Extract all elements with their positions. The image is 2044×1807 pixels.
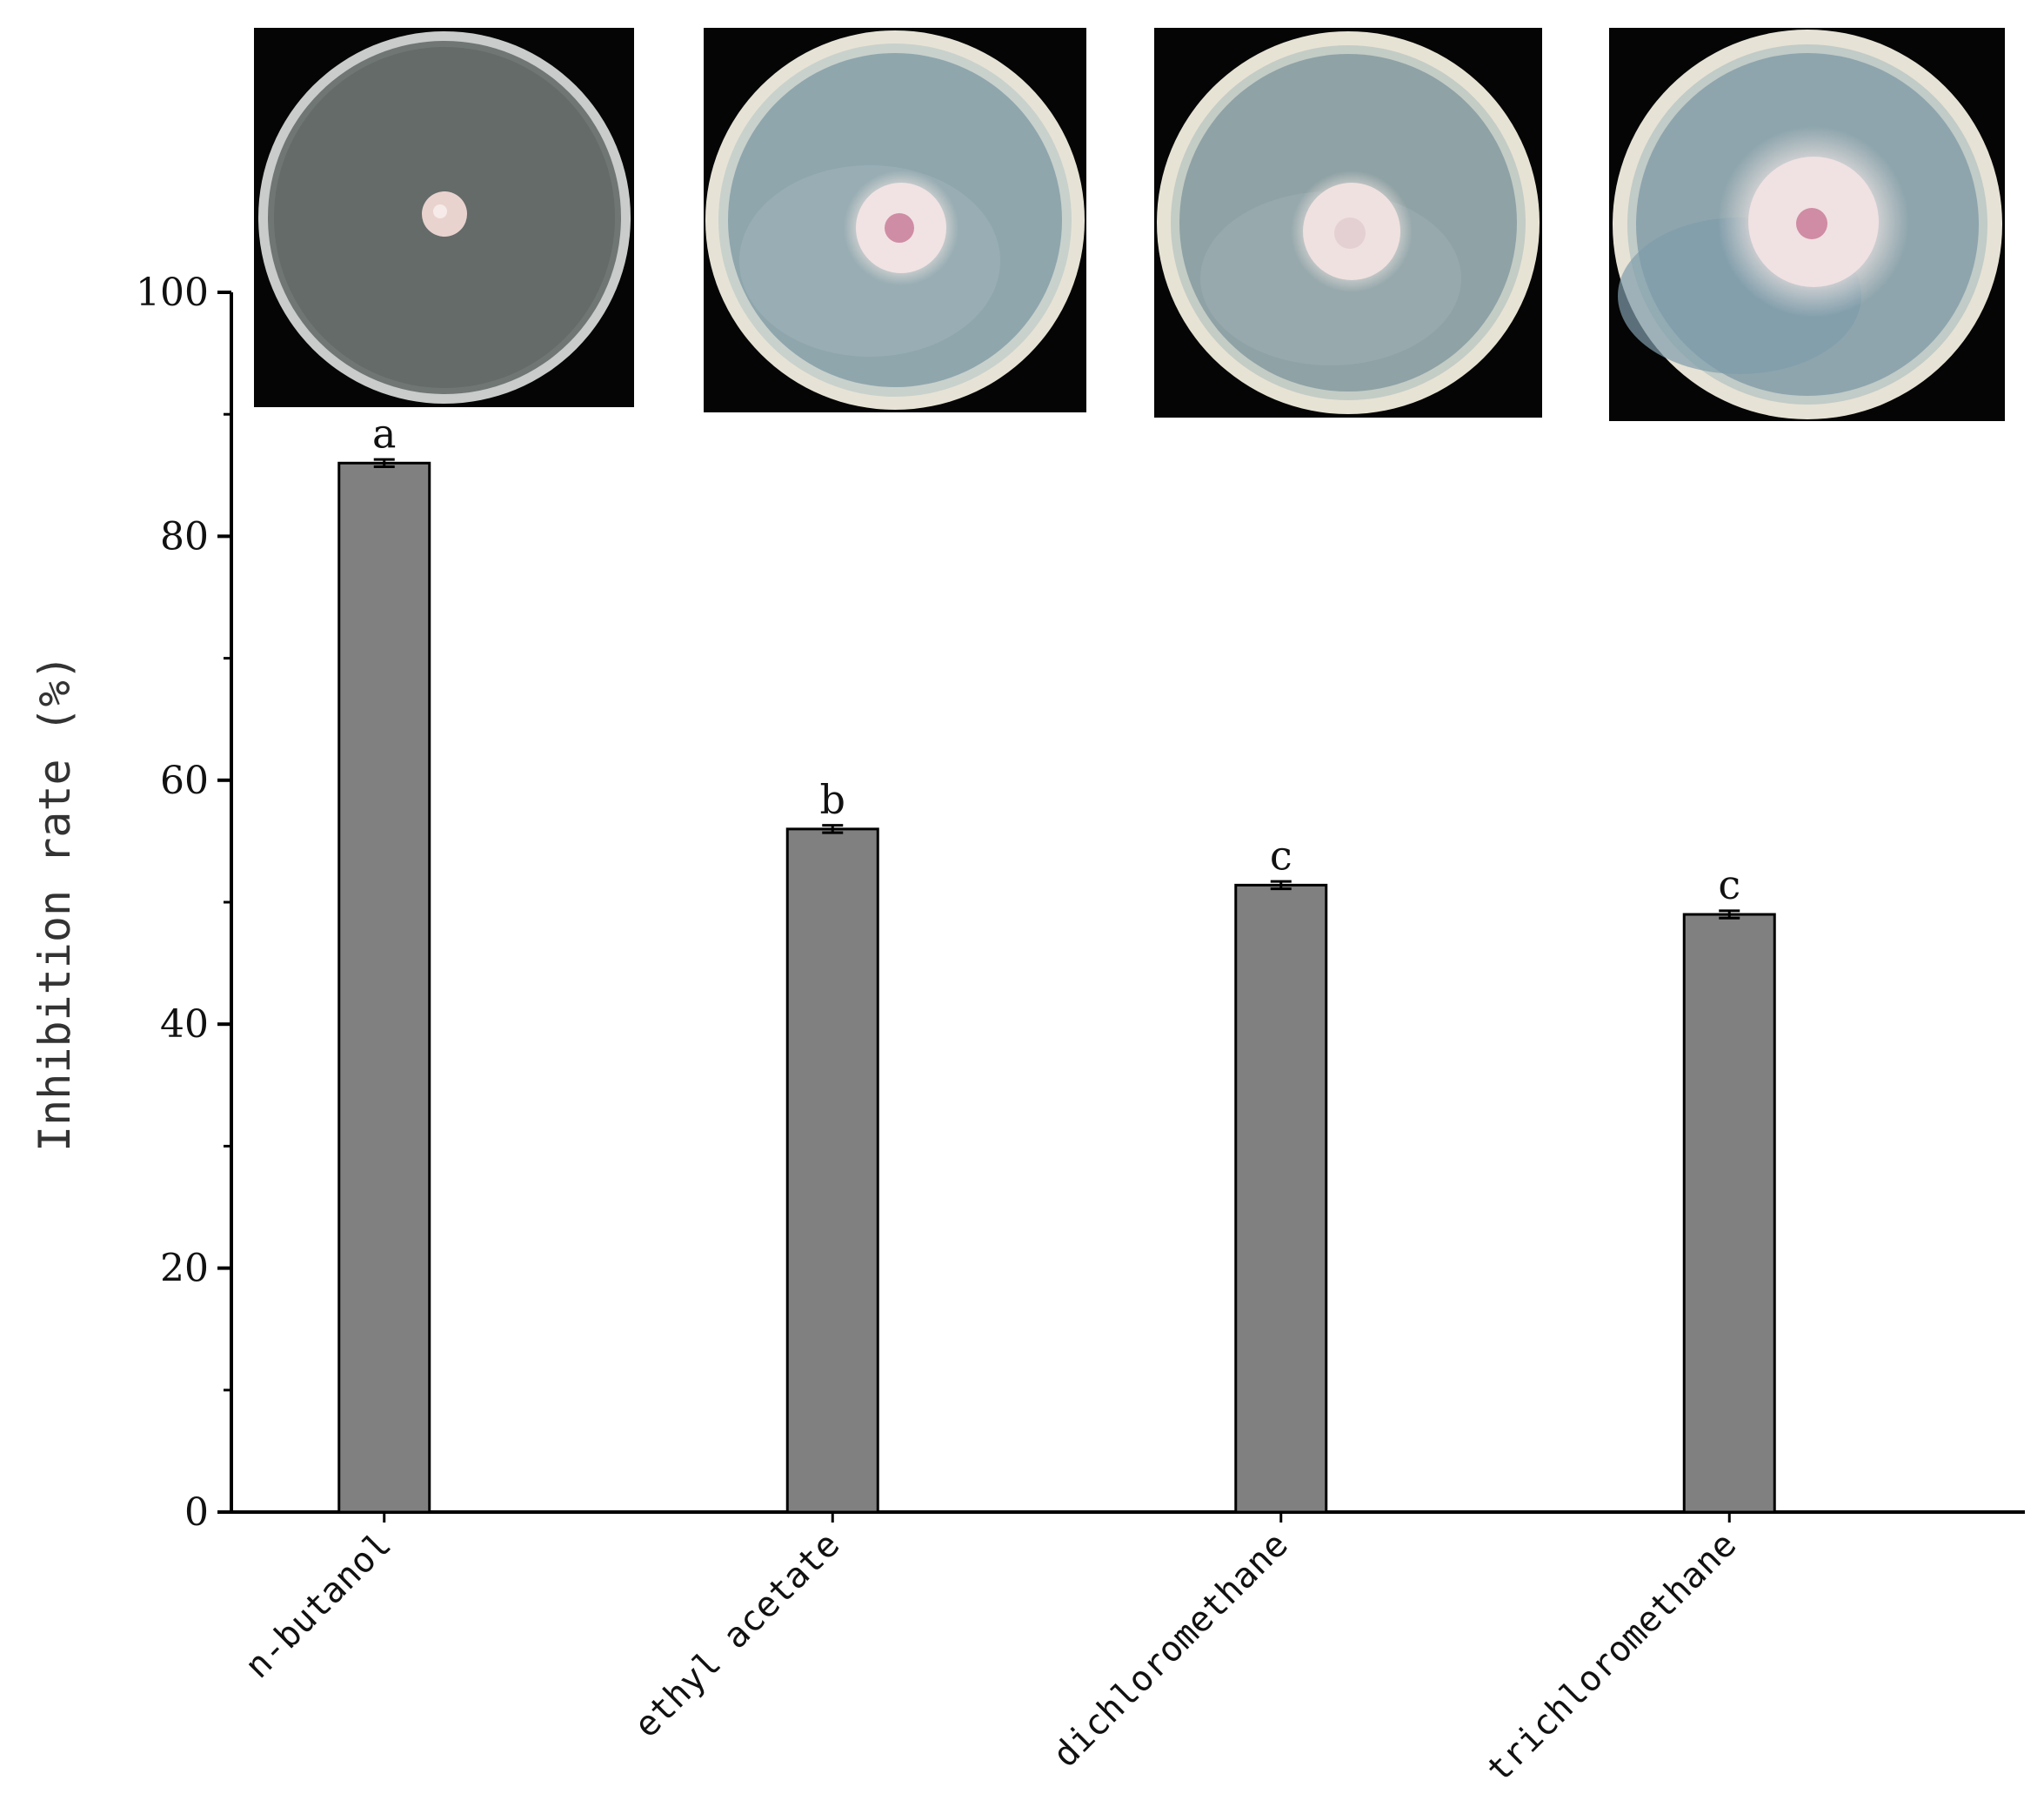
petri-dish-dichloromethane-image <box>1154 28 1542 418</box>
x-category-label: dichloromethane <box>1045 1525 1296 1776</box>
y-axis-title: Inhibition rate (%) <box>30 654 80 1152</box>
x-category-label: n-butanol <box>237 1525 399 1687</box>
bar-trichloromethane <box>1682 913 1776 1514</box>
petri-dish-n-butanol-image <box>254 28 634 407</box>
bar-dichloromethane <box>1234 883 1328 1514</box>
x-tick-labels: n-butanol ethyl acetate dichloromethane tri… <box>237 1512 1744 1790</box>
bar-ethyl-acetate <box>785 827 879 1514</box>
y-ticks: 0 20 40 60 80 100 <box>136 271 231 1535</box>
y-tick-label: 100 <box>136 271 209 315</box>
x-category-label: trichloromethane <box>1479 1525 1744 1790</box>
petri-dish-insets <box>254 28 2005 421</box>
bar-n-butanol <box>337 461 431 1514</box>
y-tick-label: 40 <box>160 1002 209 1047</box>
x-category-label: ethyl acetate <box>626 1525 847 1746</box>
significance-label: a <box>372 410 396 457</box>
significance-label: c <box>1270 832 1293 879</box>
petri-dish-ethyl-acetate-image <box>704 28 1086 412</box>
y-tick-label: 80 <box>160 514 209 559</box>
significance-label: b <box>820 776 845 823</box>
y-tick-label: 0 <box>184 1490 209 1535</box>
y-tick-label: 60 <box>160 759 209 803</box>
petri-dish-trichloromethane-image <box>1609 28 2005 421</box>
significance-label: c <box>1718 861 1740 908</box>
y-tick-label: 20 <box>160 1247 209 1291</box>
bars: a b c c <box>337 410 1776 1514</box>
